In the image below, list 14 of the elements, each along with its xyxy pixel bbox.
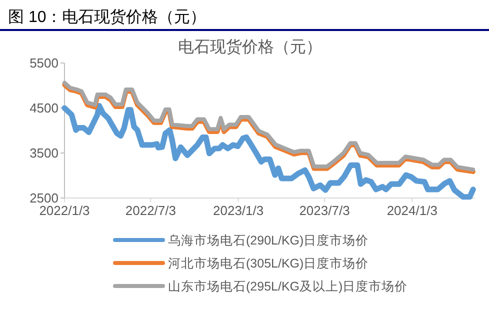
x-tick-label: 2022/7/3: [125, 203, 176, 218]
legend-label: 乌海市场电石(290L/KG)日度市场价: [168, 232, 369, 248]
x-tick-label: 2024/1/3: [386, 203, 438, 218]
legend-label: 山东市场电石(295L/KG及以上)日度市场价: [168, 278, 408, 294]
y-tick-label: 3500: [30, 146, 58, 160]
y-tick-label: 2500: [30, 190, 58, 206]
x-tick-label: 2023/1/3: [213, 203, 264, 218]
chart-subtitle: 电石现货价格（元）: [178, 38, 322, 56]
x-tick-label: 2023/7/3: [299, 203, 350, 218]
chart-title: 图 10：电石现货价格（元）: [8, 8, 206, 26]
x-tick-label: 2022/1/3: [39, 203, 90, 218]
y-tick-label: 4500: [30, 100, 58, 116]
legend-label: 河北市场电石(305L/KG)日度市场价: [168, 256, 369, 270]
y-tick-label: 5500: [30, 56, 58, 70]
